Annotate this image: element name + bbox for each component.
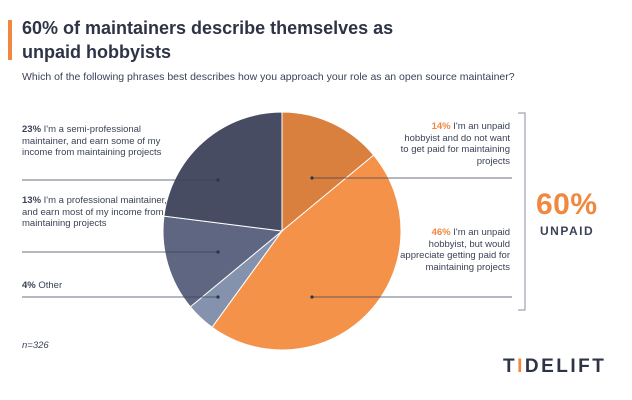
leader-dot (310, 176, 314, 180)
label-unpaid-want-pay: 46% I'm an unpaid hobbyist, but would ap… (398, 227, 510, 273)
label-professional-pct: 13% (22, 195, 42, 206)
chart-title: 60% of maintainers describe themselves a… (22, 18, 394, 62)
sample-size-note: n=326 (22, 340, 49, 351)
label-semi-professional-pct: 23% (22, 124, 42, 135)
leader-dot (216, 178, 220, 182)
label-professional: 13% I'm a professional maintainer, and e… (22, 195, 172, 230)
label-unpaid-want-pay-text: I'm an unpaid hobbyist, but would apprec… (400, 227, 510, 273)
label-unpaid-no-pay-text: I'm an unpaid hobbyist and do not want t… (400, 121, 510, 167)
label-unpaid-no-pay-pct: 14% (431, 121, 451, 132)
label-semi-professional-text: I'm a semi-professional maintainer, and … (22, 124, 162, 158)
logo-text-i: I (517, 356, 525, 377)
label-semi-professional: 23% I'm a semi-professional maintainer, … (22, 124, 172, 159)
label-other-text: Other (38, 280, 63, 291)
leader-dot (310, 295, 314, 299)
label-other: 4% Other (22, 280, 172, 292)
label-unpaid-want-pay-pct: 46% (431, 227, 451, 238)
leader-dot (216, 295, 220, 299)
unpaid-bracket (518, 112, 526, 311)
label-professional-text: I'm a professional maintainer, and earn … (22, 195, 167, 229)
title-accent-bar (8, 20, 12, 60)
label-other-pct: 4% (22, 280, 36, 291)
unpaid-total-pct: 60% (536, 188, 598, 221)
logo-text-pre: T (503, 356, 518, 377)
chart-subtitle: Which of the following phrases best desc… (22, 71, 515, 83)
pie-slice (162, 215, 284, 308)
logo-text-post: DELIFT (524, 356, 607, 377)
pie-slice (163, 111, 283, 232)
pie-slice (281, 111, 375, 233)
pie-slice (211, 154, 402, 351)
label-unpaid-no-pay: 14% I'm an unpaid hobbyist and do not wa… (398, 121, 510, 167)
tidelift-logo: TIDELIFT (503, 356, 606, 378)
leader-dot (216, 250, 220, 254)
unpaid-total-label: UNPAID (540, 224, 595, 238)
